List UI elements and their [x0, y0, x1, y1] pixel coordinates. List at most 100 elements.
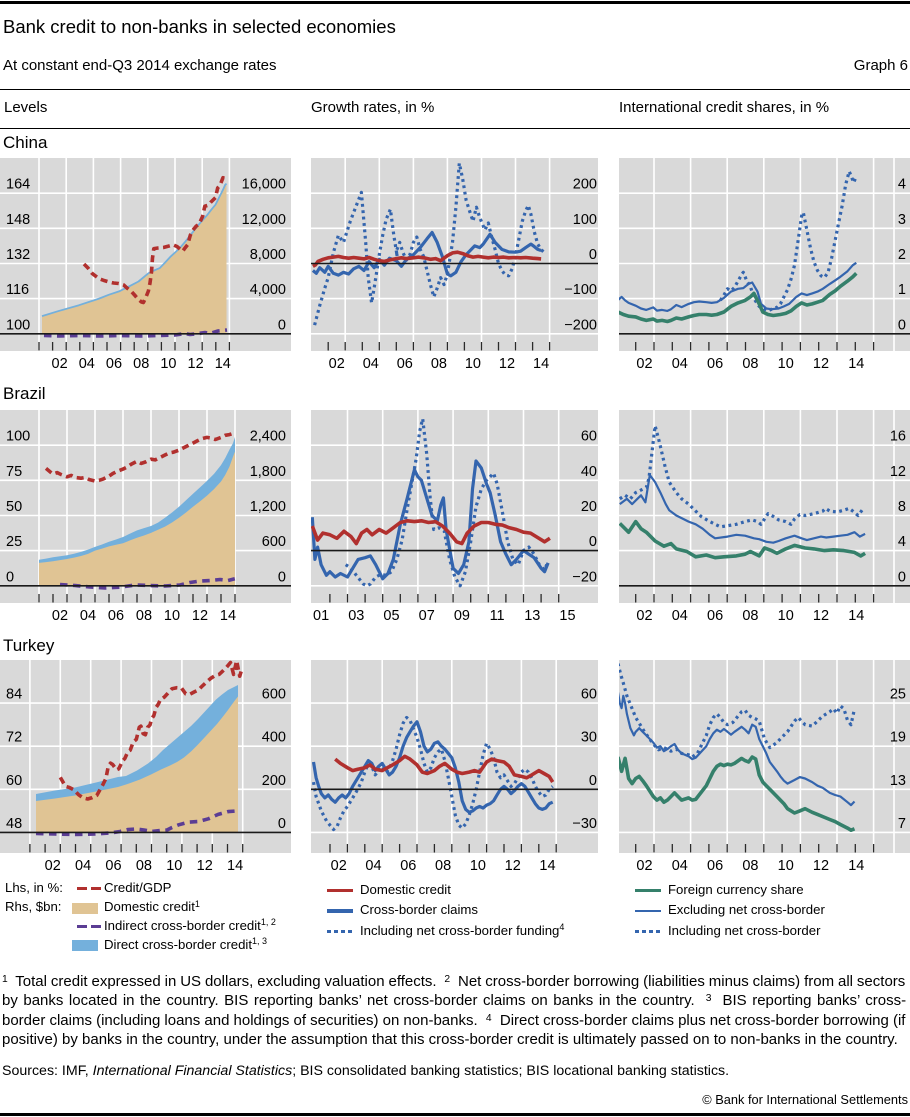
svg-text:10: 10 — [778, 608, 794, 624]
svg-text:04: 04 — [672, 356, 688, 372]
svg-text:04: 04 — [79, 356, 95, 372]
svg-text:08: 08 — [742, 356, 758, 372]
svg-text:10: 10 — [166, 858, 182, 874]
svg-text:148: 148 — [6, 212, 30, 228]
svg-text:164: 164 — [6, 177, 30, 193]
svg-text:12: 12 — [188, 356, 204, 372]
svg-text:200: 200 — [573, 177, 597, 193]
svg-text:01: 01 — [313, 608, 329, 624]
svg-text:84: 84 — [6, 687, 22, 703]
svg-text:04: 04 — [363, 356, 379, 372]
svg-text:600: 600 — [262, 534, 286, 550]
svg-text:7: 7 — [898, 816, 906, 832]
svg-text:05: 05 — [383, 608, 399, 624]
svg-text:10: 10 — [160, 356, 176, 372]
svg-text:19: 19 — [890, 730, 906, 746]
svg-text:0: 0 — [898, 569, 906, 585]
svg-text:2,400: 2,400 — [250, 429, 286, 445]
svg-text:10: 10 — [778, 356, 794, 372]
svg-text:25: 25 — [6, 534, 22, 550]
svg-text:06: 06 — [707, 608, 723, 624]
svg-text:14: 14 — [227, 858, 243, 874]
svg-text:1,800: 1,800 — [250, 464, 286, 480]
svg-text:60: 60 — [581, 429, 597, 445]
svg-text:02: 02 — [329, 356, 345, 372]
svg-text:0: 0 — [278, 816, 286, 832]
svg-text:02: 02 — [52, 608, 68, 624]
svg-text:0: 0 — [589, 534, 597, 550]
svg-text:48: 48 — [6, 816, 22, 832]
svg-text:08: 08 — [136, 858, 152, 874]
svg-text:04: 04 — [365, 858, 381, 874]
svg-text:8: 8 — [898, 499, 906, 515]
svg-text:12: 12 — [813, 608, 829, 624]
svg-text:60: 60 — [581, 687, 597, 703]
svg-text:10: 10 — [470, 858, 486, 874]
svg-text:14: 14 — [848, 608, 864, 624]
svg-text:02: 02 — [331, 858, 347, 874]
svg-text:12: 12 — [890, 464, 906, 480]
svg-text:25: 25 — [890, 687, 906, 703]
svg-text:12: 12 — [499, 356, 515, 372]
svg-text:12: 12 — [192, 608, 208, 624]
svg-text:0: 0 — [278, 569, 286, 585]
svg-text:1: 1 — [898, 282, 906, 298]
svg-text:16,000: 16,000 — [242, 177, 286, 193]
svg-text:−30: −30 — [572, 816, 597, 832]
svg-text:06: 06 — [105, 858, 121, 874]
svg-text:13: 13 — [890, 773, 906, 789]
svg-text:116: 116 — [6, 282, 29, 298]
svg-text:16: 16 — [890, 429, 906, 445]
svg-text:14: 14 — [539, 858, 555, 874]
svg-text:08: 08 — [431, 356, 447, 372]
svg-text:100: 100 — [6, 317, 30, 333]
svg-text:06: 06 — [707, 356, 723, 372]
svg-text:09: 09 — [454, 608, 470, 624]
svg-text:02: 02 — [636, 356, 652, 372]
svg-text:0: 0 — [589, 773, 597, 789]
svg-text:0: 0 — [589, 247, 597, 263]
svg-text:11: 11 — [490, 608, 505, 624]
svg-text:06: 06 — [707, 858, 723, 874]
svg-text:08: 08 — [133, 356, 149, 372]
svg-text:14: 14 — [848, 858, 864, 874]
svg-text:07: 07 — [419, 608, 435, 624]
svg-text:14: 14 — [533, 356, 549, 372]
svg-text:−20: −20 — [572, 569, 597, 585]
svg-text:3: 3 — [898, 212, 906, 228]
svg-text:06: 06 — [106, 356, 122, 372]
svg-text:60: 60 — [6, 773, 22, 789]
svg-text:200: 200 — [262, 773, 286, 789]
svg-text:10: 10 — [465, 356, 481, 372]
svg-text:12: 12 — [813, 858, 829, 874]
svg-text:12,000: 12,000 — [242, 212, 286, 228]
svg-text:12: 12 — [813, 356, 829, 372]
svg-text:132: 132 — [6, 247, 30, 263]
svg-text:12: 12 — [197, 858, 213, 874]
svg-text:03: 03 — [348, 608, 364, 624]
svg-text:75: 75 — [6, 464, 22, 480]
svg-text:04: 04 — [672, 858, 688, 874]
svg-text:100: 100 — [573, 212, 597, 228]
svg-text:4: 4 — [898, 534, 906, 550]
svg-text:02: 02 — [45, 858, 61, 874]
svg-text:02: 02 — [636, 608, 652, 624]
svg-text:06: 06 — [400, 858, 416, 874]
svg-text:8,000: 8,000 — [250, 247, 286, 263]
svg-text:400: 400 — [262, 730, 286, 746]
svg-text:14: 14 — [215, 356, 231, 372]
svg-text:02: 02 — [52, 356, 68, 372]
svg-text:13: 13 — [524, 608, 540, 624]
svg-text:0: 0 — [278, 317, 286, 333]
svg-text:20: 20 — [581, 499, 597, 515]
svg-text:08: 08 — [435, 858, 451, 874]
svg-text:06: 06 — [397, 356, 413, 372]
svg-text:−100: −100 — [564, 282, 597, 298]
svg-text:04: 04 — [80, 608, 96, 624]
svg-text:4,000: 4,000 — [250, 282, 286, 298]
svg-text:15: 15 — [559, 608, 575, 624]
svg-text:100: 100 — [6, 429, 30, 445]
svg-text:40: 40 — [581, 464, 597, 480]
svg-text:10: 10 — [778, 858, 794, 874]
svg-text:1,200: 1,200 — [250, 499, 286, 515]
